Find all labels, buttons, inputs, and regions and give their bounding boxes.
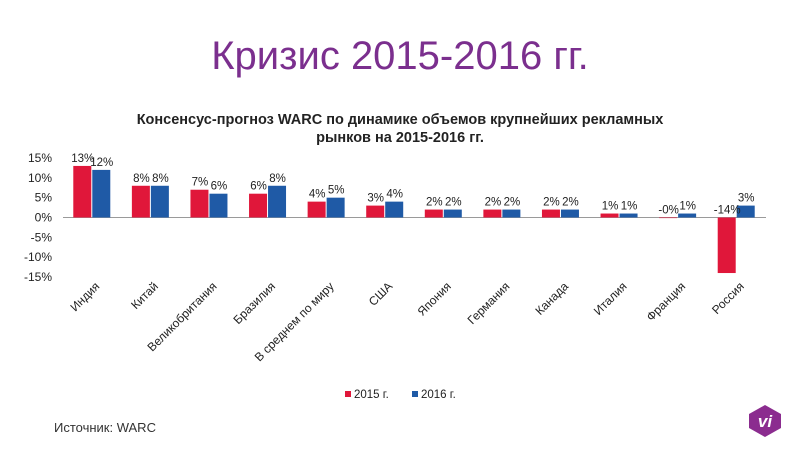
data-label: 1% [621, 201, 638, 213]
bar-2015 [131, 185, 150, 218]
bar-2015 [600, 213, 619, 218]
x-tick-label: Италия [591, 279, 630, 318]
y-tick-label: 5% [35, 191, 53, 205]
x-tick-label: Япония [415, 279, 454, 318]
data-label: -14% [714, 205, 741, 217]
bar-2016 [736, 205, 755, 218]
data-label: 3% [738, 193, 755, 205]
bar-2016 [326, 197, 345, 218]
y-tick-label: 0% [35, 211, 53, 225]
bar-2016 [268, 185, 287, 218]
legend-swatch-2016 [412, 391, 418, 397]
bar-2015 [366, 205, 385, 218]
data-label: 2% [562, 197, 579, 209]
legend-label-2015: 2015 г. [354, 389, 389, 401]
data-label: 8% [269, 173, 286, 185]
y-tick-label: 15% [28, 151, 52, 165]
bar-2015 [73, 165, 92, 218]
bar-2015 [541, 209, 560, 218]
bar-2015 [659, 217, 678, 219]
data-label: 4% [386, 189, 403, 201]
bar-2016 [92, 169, 111, 218]
x-tick-label: Россия [709, 279, 747, 317]
bars [73, 165, 755, 274]
x-tick-label: Китай [128, 279, 161, 312]
chart-title-line-1: Консенсус-прогноз WARC по динамике объем… [137, 112, 664, 128]
data-label: 2% [485, 197, 502, 209]
vi-logo: vi [749, 405, 781, 437]
legend: 2015 г. 2016 г. [345, 389, 456, 401]
bar-2015 [307, 201, 326, 218]
y-tick-label: -5% [31, 230, 53, 244]
y-tick-label: -15% [24, 270, 52, 284]
data-label: 5% [328, 185, 345, 197]
logo-text: vi [758, 412, 773, 431]
bar-2016 [443, 209, 462, 218]
data-label: 7% [192, 177, 209, 189]
legend-swatch-2015 [345, 391, 351, 397]
data-label: 4% [309, 189, 326, 201]
y-tick-label: -10% [24, 250, 52, 264]
bar-2016 [150, 185, 169, 218]
bar-2016 [560, 209, 579, 218]
x-tick-label: Франция [644, 279, 689, 324]
bar-2016 [385, 201, 404, 218]
data-label: 6% [250, 181, 267, 193]
bar-2016 [678, 213, 697, 218]
data-label: 2% [504, 197, 521, 209]
x-tick-label: США [366, 279, 395, 308]
x-tick-label: Канада [532, 279, 571, 318]
chart-title-line-2: рынков на 2015-2016 гг. [316, 130, 484, 146]
data-label: 2% [426, 197, 443, 209]
data-label: 2% [543, 197, 560, 209]
bar-2015 [190, 189, 209, 218]
data-label: -0% [658, 205, 678, 217]
bar-2015 [717, 217, 736, 274]
logo-shape [749, 405, 781, 437]
x-tick-label: Бразилия [230, 279, 278, 327]
bar-2016 [502, 209, 521, 218]
data-label: 8% [152, 173, 169, 185]
data-labels: 13%12%8% 8% 7% 6% 6%8%4% 5%3% 4%2% 2% 2% 2% 2% 2% 1%… [71, 153, 754, 217]
data-label: 12% [90, 157, 113, 169]
slide-title: Кризис 2015-2016 гг. [211, 34, 589, 78]
bar-2015 [249, 193, 268, 218]
bar-2015 [483, 209, 502, 218]
data-label: 2% [445, 197, 462, 209]
legend-label-2016: 2016 г. [421, 389, 456, 401]
x-tick-label: Германия [465, 279, 513, 327]
data-label: 13% [71, 153, 94, 165]
source-note: Источник: WARC [54, 420, 156, 435]
data-label: 1% [679, 201, 696, 213]
data-label: 6% [211, 181, 228, 193]
data-label: 8% [133, 173, 150, 185]
bar-2015 [424, 209, 443, 218]
x-tick-label: Индия [67, 279, 102, 314]
y-tick-label: 10% [28, 171, 52, 185]
data-label: 1% [602, 201, 619, 213]
bar-2016 [209, 193, 228, 218]
data-label: 3% [367, 193, 384, 205]
y-axis: 15% 10% 5% 0% -5% -10% -15% [24, 151, 766, 284]
bar-2016 [619, 213, 638, 218]
